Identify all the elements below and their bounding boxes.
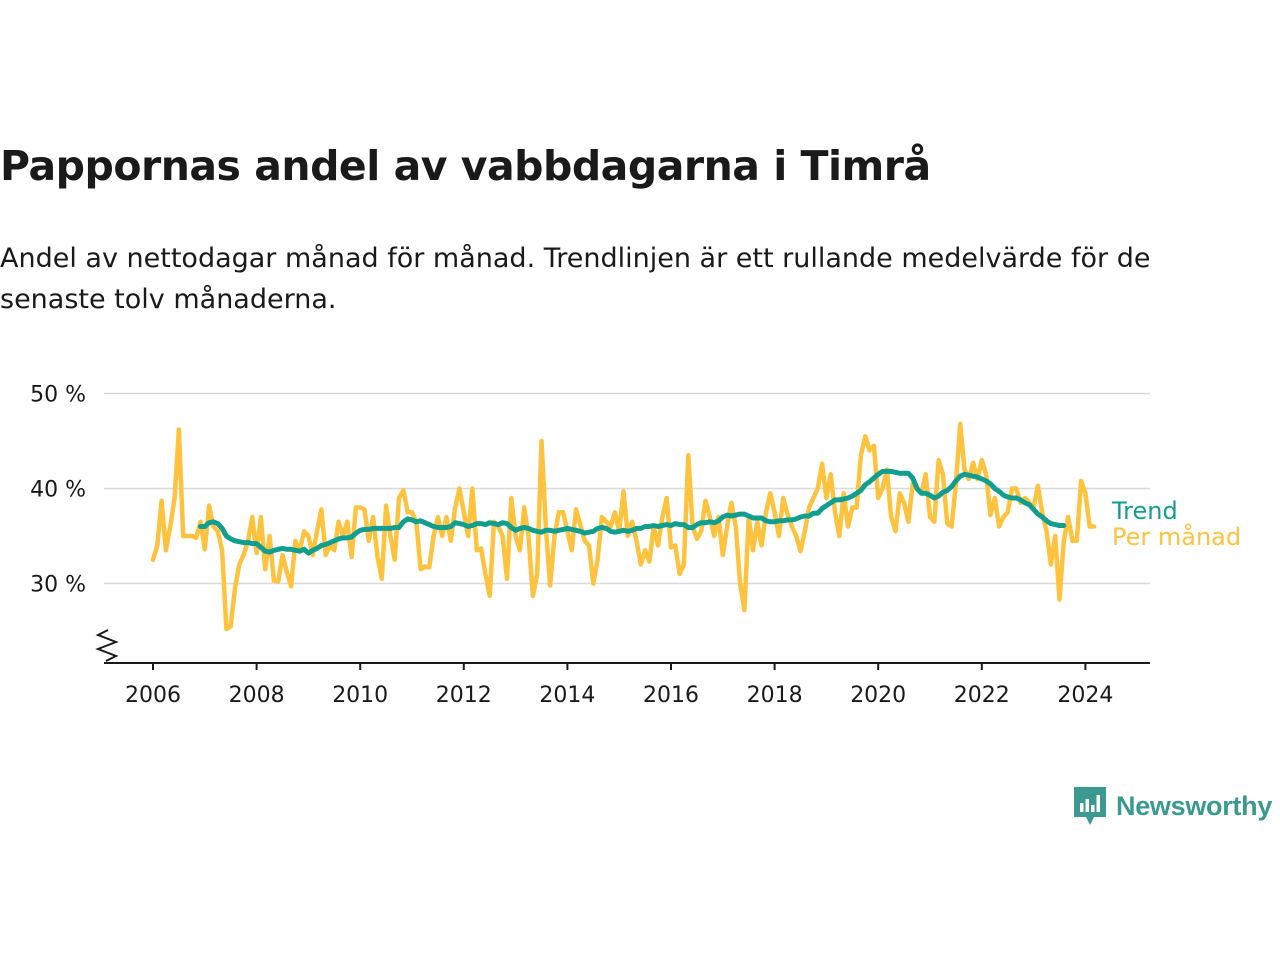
newsworthy-logo[interactable]: Newsworthy: [1072, 784, 1272, 828]
series-label-per-manad: Per månad: [1112, 522, 1241, 551]
axis-break-icon: [95, 629, 119, 662]
x-tick-label: 2008: [229, 683, 285, 708]
brand-name: Newsworthy: [1116, 790, 1273, 821]
x-tick-label: 2014: [539, 683, 595, 708]
x-tick-label: 2016: [643, 683, 699, 708]
chart-subtitle: Andel av nettodagar månad för månad. Tre…: [0, 243, 1151, 315]
series-line-per-manad: [150, 421, 1097, 632]
y-tick-label: 40 %: [30, 478, 86, 503]
x-tick-label: 2010: [332, 683, 388, 708]
y-axis-ticks: 30 % 40 % 50 %: [30, 383, 86, 598]
x-tick-label: 2006: [125, 683, 181, 708]
chart-title: Pappornas andel av vabbdagarna i Timrå: [0, 142, 931, 190]
series-label-trend: Trend: [1111, 497, 1178, 525]
x-tick-label: 2020: [850, 683, 906, 708]
y-tick-label: 30 %: [30, 573, 86, 598]
x-tick-label: 2018: [747, 683, 803, 708]
line-chart: 30 % 40 % 50 % 2006 2008 2010 2012 2014 2016 201…: [30, 383, 1241, 709]
x-tick-label: 2012: [436, 683, 492, 708]
x-axis: 2006 2008 2010 2012 2014 2016 2018 2020 2022 2024: [95, 629, 1150, 708]
y-tick-label: 50 %: [30, 383, 86, 408]
series-line-trend: [198, 468, 1067, 556]
x-tick-label: 2022: [954, 683, 1010, 708]
series-lines: [150, 421, 1097, 632]
x-tick-label: 2024: [1057, 683, 1113, 708]
newsworthy-logo-icon: [1074, 787, 1106, 825]
